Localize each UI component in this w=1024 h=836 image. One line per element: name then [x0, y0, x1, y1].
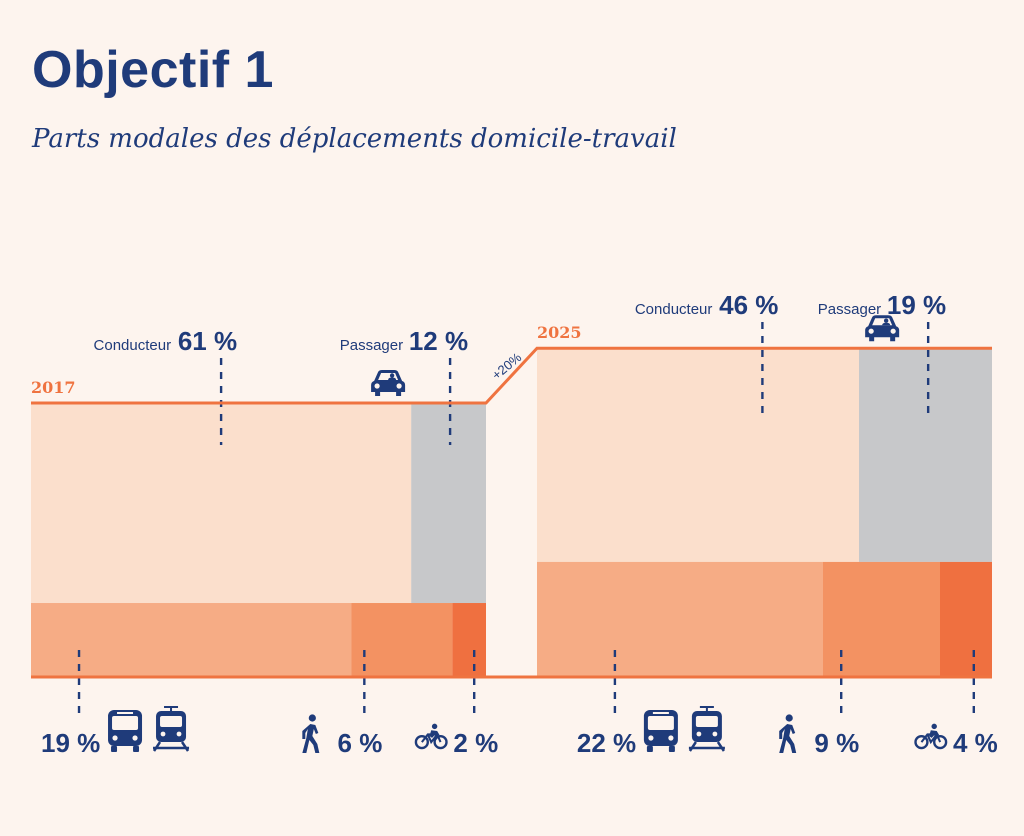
- value-label-marche-2017: 6 %: [338, 728, 383, 758]
- tram-icon-2025: [687, 706, 727, 752]
- bar-transport-collectif-2017: [31, 603, 352, 677]
- bar-velo-2025: [940, 561, 992, 677]
- chart-subtitle: Parts modales des déplacements domicile-…: [32, 124, 677, 154]
- label-passager-2017: Passager: [340, 337, 403, 354]
- label-passager-2025: Passager: [818, 301, 881, 318]
- value-label-transport-collectif-2017: 19 %: [41, 728, 100, 758]
- label-conducteur-2025: Conducteur: [635, 301, 713, 318]
- value-label-conducteur-2025: 46 %: [719, 290, 778, 320]
- bar-marche-2025: [823, 561, 940, 677]
- walker-icon-2025: [779, 714, 797, 753]
- year-label-2017: 2017: [31, 378, 76, 397]
- bar-conducteur-2017: [31, 403, 412, 604]
- bar-passager-2017: [411, 403, 486, 604]
- year-label-2025: 2025: [537, 323, 582, 342]
- chart-title: Objectif 1: [32, 41, 274, 99]
- bar-conducteur-2025: [537, 348, 859, 562]
- value-label-velo-2017: 2 %: [453, 728, 498, 758]
- bar-velo-2017: [452, 603, 486, 677]
- value-label-conducteur-2017: 61 %: [178, 326, 237, 356]
- top-outline: [31, 346, 992, 405]
- value-label-transport-collectif-2025: 22 %: [577, 728, 636, 758]
- bar-passager-2025: [859, 348, 992, 562]
- car-passenger-icon-2017: [371, 370, 406, 396]
- label-conducteur-2017: Conducteur: [94, 337, 172, 354]
- value-label-marche-2025: 9 %: [814, 728, 859, 758]
- value-label-passager-2025: 19 %: [887, 290, 946, 320]
- bus-icon-2017: [108, 710, 143, 752]
- tram-icon-2017: [151, 706, 191, 752]
- bicycle-icon-2017: [414, 722, 448, 750]
- bicycle-icon-2025: [914, 722, 948, 750]
- bar-marche-2017: [351, 603, 453, 677]
- value-label-velo-2025: 4 %: [953, 728, 998, 758]
- walker-icon-2017: [302, 714, 320, 753]
- bus-icon-2025: [643, 710, 678, 752]
- value-label-passager-2017: 12 %: [409, 326, 468, 356]
- bar-transport-collectif-2025: [537, 561, 823, 677]
